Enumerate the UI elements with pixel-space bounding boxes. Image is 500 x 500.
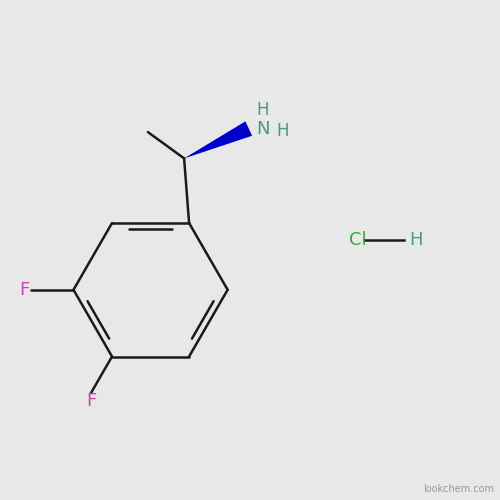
Text: F: F: [19, 281, 30, 299]
Text: Cl: Cl: [350, 231, 367, 249]
Text: H: H: [276, 122, 288, 140]
Text: F: F: [86, 392, 96, 410]
Text: H: H: [409, 231, 422, 249]
Text: N: N: [256, 120, 270, 138]
Text: lookchem.com: lookchem.com: [422, 484, 494, 494]
Polygon shape: [184, 122, 252, 158]
Text: H: H: [256, 100, 269, 118]
